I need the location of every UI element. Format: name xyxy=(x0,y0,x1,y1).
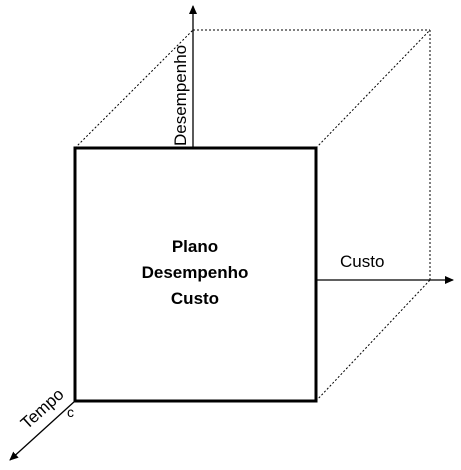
center-label-desempenho: Desempenho xyxy=(142,263,249,282)
cube-front-face xyxy=(73,146,318,403)
depth-axis-label: Tempo xyxy=(17,385,68,433)
center-label-plano: Plano xyxy=(172,237,218,256)
origin-label: c xyxy=(67,404,74,420)
vertical-axis-label: Desempenho xyxy=(171,45,190,146)
center-label-custo: Custo xyxy=(171,289,219,308)
depth-edge-top-right xyxy=(315,29,431,149)
depth-axis-arrow xyxy=(9,400,76,461)
depth-edge-bottom-right xyxy=(315,279,431,402)
horizontal-axis-label: Custo xyxy=(340,252,384,271)
